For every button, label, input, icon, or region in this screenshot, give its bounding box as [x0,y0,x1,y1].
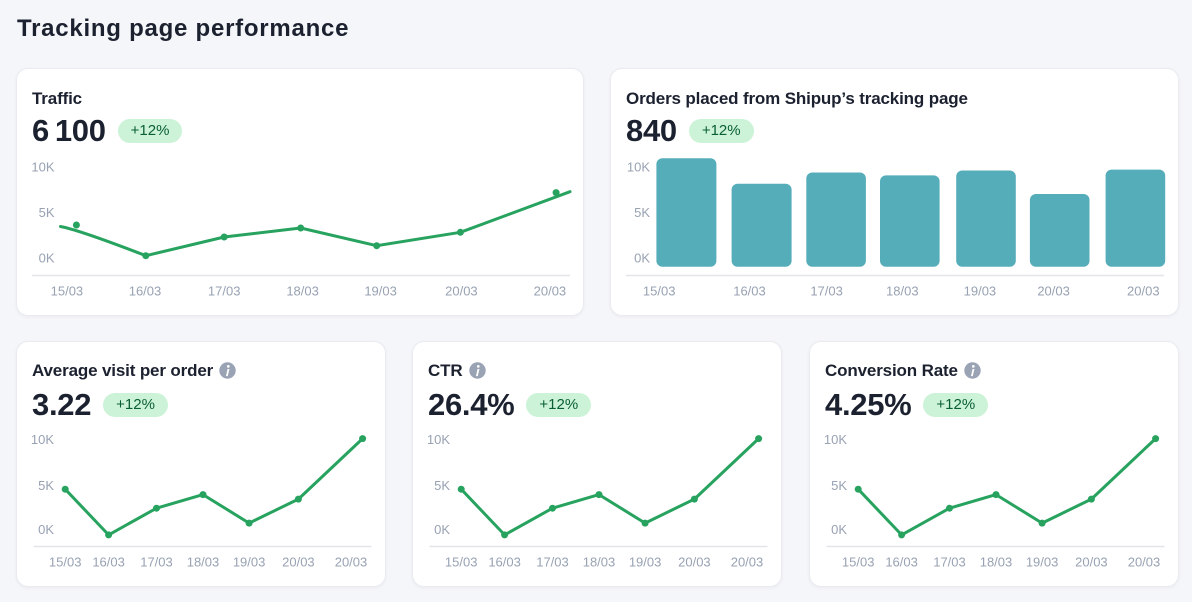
svg-text:20/03: 20/03 [282,555,315,570]
svg-text:10K: 10K [31,432,54,447]
svg-text:19/03: 19/03 [364,284,397,299]
svg-text:10K: 10K [627,160,650,175]
svg-text:19/03: 19/03 [629,555,662,570]
svg-text:15/03: 15/03 [643,284,676,299]
svg-text:19/03: 19/03 [233,555,266,570]
svg-text:19/03: 19/03 [964,284,997,299]
svg-text:20/03: 20/03 [335,555,368,570]
svg-text:18/03: 18/03 [583,555,616,570]
svg-text:17/03: 17/03 [140,555,173,570]
svg-text:0K: 0K [634,251,650,266]
svg-text:20/03: 20/03 [445,284,478,299]
svg-text:17/03: 17/03 [208,284,241,299]
svg-text:0K: 0K [831,522,847,537]
svg-text:18/03: 18/03 [886,284,919,299]
svg-text:20/03: 20/03 [1127,284,1160,299]
svg-text:0K: 0K [39,251,55,266]
svg-text:10K: 10K [427,432,450,447]
svg-text:5K: 5K [831,478,847,493]
svg-text:5K: 5K [39,205,55,220]
svg-text:20/03: 20/03 [678,555,711,570]
svg-text:20/03: 20/03 [1128,555,1161,570]
svg-text:10K: 10K [824,432,847,447]
svg-text:20/03: 20/03 [1075,555,1108,570]
svg-text:15/03: 15/03 [49,555,82,570]
svg-text:20/03: 20/03 [1037,284,1070,299]
svg-text:17/03: 17/03 [810,284,843,299]
svg-text:18/03: 18/03 [286,284,319,299]
svg-text:15/03: 15/03 [51,284,84,299]
svg-text:16/03: 16/03 [488,555,521,570]
svg-text:16/03: 16/03 [733,284,766,299]
svg-text:10K: 10K [31,160,54,175]
svg-text:18/03: 18/03 [187,555,220,570]
svg-text:5K: 5K [38,478,54,493]
svg-text:5K: 5K [634,205,650,220]
svg-text:0K: 0K [434,522,450,537]
svg-text:20/03: 20/03 [534,284,567,299]
svg-text:15/03: 15/03 [842,555,875,570]
svg-text:18/03: 18/03 [980,555,1013,570]
svg-text:0K: 0K [38,522,54,537]
svg-text:16/03: 16/03 [885,555,918,570]
svg-text:20/03: 20/03 [731,555,764,570]
svg-text:16/03: 16/03 [129,284,162,299]
svg-text:16/03: 16/03 [92,555,125,570]
svg-text:17/03: 17/03 [536,555,569,570]
svg-text:15/03: 15/03 [445,555,478,570]
svg-text:19/03: 19/03 [1026,555,1059,570]
svg-text:5K: 5K [434,478,450,493]
svg-text:17/03: 17/03 [933,555,966,570]
